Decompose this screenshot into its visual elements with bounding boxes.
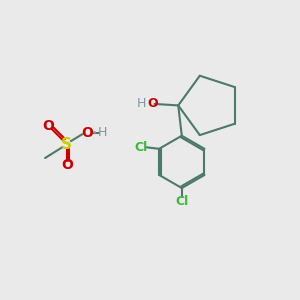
Text: O: O bbox=[147, 98, 158, 110]
Text: Cl: Cl bbox=[134, 141, 147, 154]
Text: O: O bbox=[61, 158, 73, 172]
Text: Cl: Cl bbox=[175, 195, 188, 208]
Text: H: H bbox=[137, 98, 146, 110]
Text: O: O bbox=[81, 126, 93, 140]
Text: S: S bbox=[61, 136, 72, 152]
Text: H: H bbox=[98, 126, 107, 139]
Text: O: O bbox=[42, 118, 54, 133]
